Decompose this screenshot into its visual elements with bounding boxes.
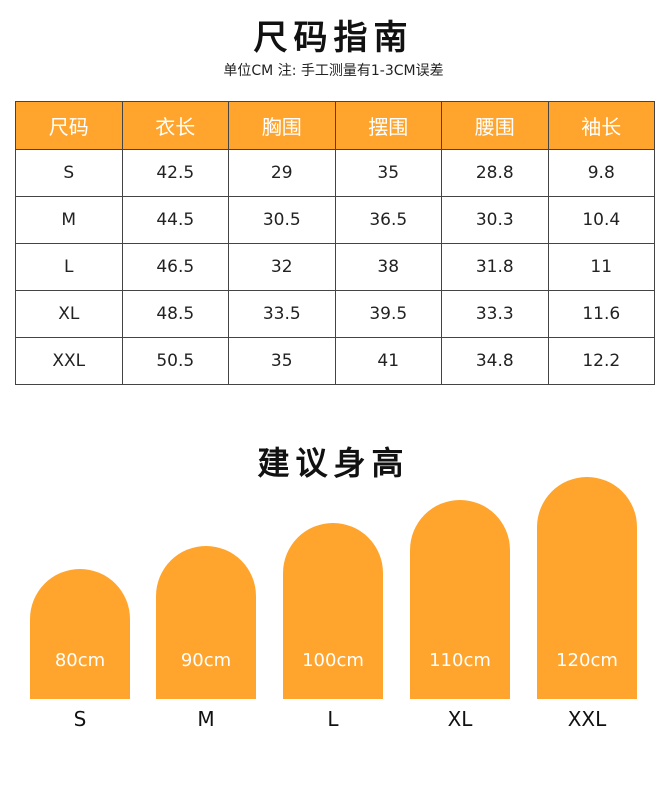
height-bar-xxl: 120cm xyxy=(537,477,637,699)
height-value: 120cm xyxy=(556,650,618,671)
table-cell: 10.4 xyxy=(547,196,655,244)
table-cell: 12.2 xyxy=(547,337,655,385)
size-label: XL xyxy=(447,707,473,731)
column-header: 尺码 xyxy=(15,101,123,150)
height-bar-l: 100cm xyxy=(283,523,383,699)
height-bar-s: 80cm xyxy=(30,569,130,699)
table-cell: 30.3 xyxy=(441,196,549,244)
table-cell: 46.5 xyxy=(121,243,229,291)
table-cell: 35 xyxy=(334,149,442,197)
table-cell: 50.5 xyxy=(121,337,229,385)
table-cell: 35 xyxy=(228,337,336,385)
table-cell: 32 xyxy=(228,243,336,291)
table-cell: 44.5 xyxy=(121,196,229,244)
table-cell: 48.5 xyxy=(121,290,229,338)
table-cell: 39.5 xyxy=(334,290,442,338)
table-cell: 11.6 xyxy=(547,290,655,338)
table-cell: 36.5 xyxy=(334,196,442,244)
column-header: 胸围 xyxy=(228,101,336,150)
table-cell: 38 xyxy=(334,243,442,291)
table-cell: 11 xyxy=(547,243,655,291)
table-row: S 42.5 29 35 28.8 9.8 xyxy=(15,149,655,197)
table-cell: 41 xyxy=(334,337,442,385)
column-header: 衣长 xyxy=(121,101,229,150)
table-cell: 30.5 xyxy=(228,196,336,244)
column-header: 摆围 xyxy=(334,101,442,150)
table-cell: S xyxy=(15,149,123,197)
height-bar-xl: 110cm xyxy=(410,500,510,699)
recommended-height-title: 建议身高 xyxy=(257,444,410,482)
table-cell: 42.5 xyxy=(121,149,229,197)
size-label: S xyxy=(73,707,87,731)
table-cell: 9.8 xyxy=(547,149,655,197)
height-value: 110cm xyxy=(429,650,491,671)
measurement-note: 单位CM 注: 手工测量有1-3CM误差 xyxy=(223,63,444,79)
table-row: M 44.5 30.5 36.5 30.3 10.4 xyxy=(15,196,655,244)
page-title: 尺码指南 xyxy=(253,18,414,58)
height-bar-m: 90cm xyxy=(156,546,256,699)
table-row: XL 48.5 33.5 39.5 33.3 11.6 xyxy=(15,290,655,338)
size-label: XXL xyxy=(567,707,607,731)
table-cell: 28.8 xyxy=(441,149,549,197)
size-label: L xyxy=(327,707,339,731)
column-header: 腰围 xyxy=(441,101,549,150)
column-header: 袖长 xyxy=(547,101,655,150)
table-cell: 34.8 xyxy=(441,337,549,385)
size-table: 尺码 衣长 胸围 摆围 腰围 袖长 S 42.5 29 35 28.8 9.8 … xyxy=(15,101,655,385)
table-cell: 29 xyxy=(228,149,336,197)
size-label: M xyxy=(197,707,215,731)
table-cell: L xyxy=(15,243,123,291)
height-value: 90cm xyxy=(180,650,232,671)
table-cell: XL xyxy=(15,290,123,338)
height-value: 100cm xyxy=(302,650,364,671)
table-cell: M xyxy=(15,196,123,244)
table-cell: 31.8 xyxy=(441,243,549,291)
table-header-row: 尺码 衣长 胸围 摆围 腰围 袖长 xyxy=(15,101,655,150)
table-row: XXL 50.5 35 41 34.8 12.2 xyxy=(15,337,655,385)
table-cell: 33.3 xyxy=(441,290,549,338)
table-cell: XXL xyxy=(15,337,123,385)
table-row: L 46.5 32 38 31.8 11 xyxy=(15,243,655,291)
height-value: 80cm xyxy=(54,650,106,671)
table-cell: 33.5 xyxy=(228,290,336,338)
